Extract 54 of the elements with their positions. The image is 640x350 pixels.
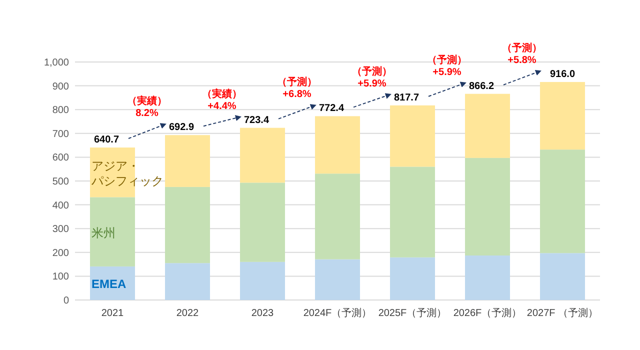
y-tick-label: 800 [52,105,70,116]
x-tick-label: 2022 [176,308,200,319]
total-label: 640.7 [94,134,120,146]
bar [465,158,510,256]
annotation: （実績） 8.2% [127,95,167,120]
annotation: （予測） +5.9% [352,65,392,90]
bar [390,257,435,300]
total-label: 772.4 [318,103,344,114]
bar [165,186,210,264]
x-tick-label: 2026F（予測） [453,307,522,319]
x-tick-label: 2021 [101,308,124,319]
x-tick-label: 2024F（予測） [303,307,372,319]
bar [315,259,360,300]
series-label: アジア・パシフィック [90,158,164,188]
bar [315,116,360,174]
bar [165,263,210,300]
x-tick-label: 2025F（予測） [378,307,447,319]
total-label: 723.4 [244,114,270,126]
bar [90,148,135,198]
y-tick-label: 600 [52,152,70,164]
y-tick-label: 1,000 [44,58,70,68]
series-label: 米州 [92,226,116,240]
x-tick-label: 2027F （予測） [526,307,598,319]
annotation: （予測） +5.8% [502,42,542,66]
y-tick-label: 500 [52,176,70,188]
bar [465,94,510,158]
bar [240,128,285,183]
bar [165,135,210,187]
annotation: （予測） +5.9% [427,54,467,78]
total-label: 817.7 [394,92,420,104]
bar [540,150,585,254]
bar [315,174,360,260]
annotation: （予測） +6.8% [277,76,317,100]
y-tick-label: 0 [63,296,70,306]
y-tick-label: 400 [52,200,70,212]
y-tick-label: 700 [52,128,70,140]
total-label: 692.9 [168,122,194,134]
bar [90,197,135,266]
total-label: 916.0 [550,68,576,80]
bar [240,262,285,300]
bar [240,182,285,262]
annotation: （実績） +4.4% [202,88,242,112]
y-tick-label: 100 [52,272,70,283]
x-tick-label: 2023 [251,308,274,319]
y-tick-label: 300 [52,224,70,236]
y-tick-label: 900 [52,81,70,92]
bar [540,253,585,300]
bar [465,255,510,300]
bar [540,82,585,150]
bar [390,105,435,167]
bar [390,166,435,258]
y-tick-label: 200 [52,248,70,259]
total-label: 866.2 [468,80,494,92]
series-label: EMEA [92,277,127,292]
